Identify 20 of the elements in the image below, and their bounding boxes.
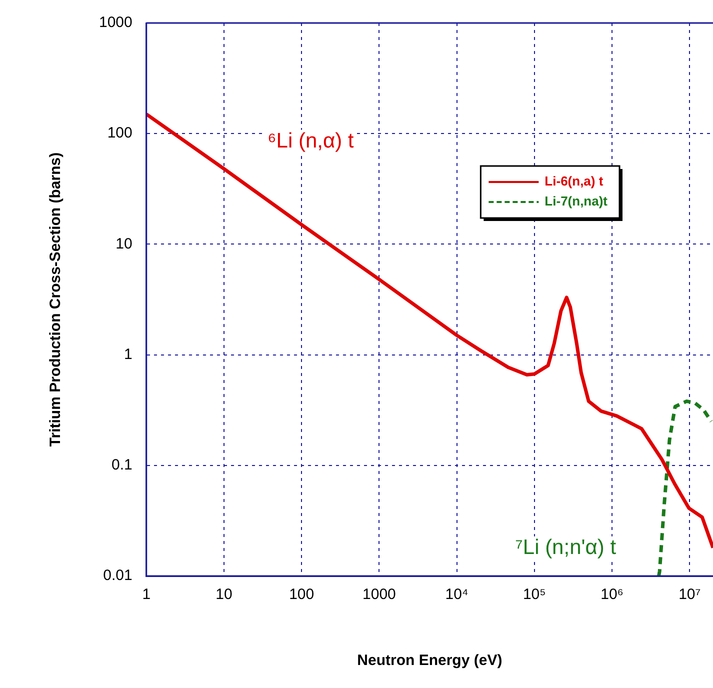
y-tick-label: 100: [107, 124, 132, 142]
x-tick-label: 1000: [362, 586, 396, 604]
legend-label: Li-6(n,a) t: [544, 174, 604, 189]
x-tick-label: 10⁶: [600, 586, 624, 604]
x-tick-label: 1: [142, 586, 151, 604]
x-tick-label: 100: [289, 586, 314, 604]
x-tick-label: 10⁴: [445, 586, 468, 604]
y-tick-label: 1: [124, 346, 132, 363]
x-tick-label: 10⁵: [522, 586, 546, 604]
y-tick-label: 10: [116, 235, 132, 252]
y-tick-label: 1000: [98, 14, 132, 32]
x-tick-label: 10⁷: [678, 586, 701, 604]
y-tick-label: 0.1: [112, 456, 132, 474]
x-axis-title: Neutron Energy (eV): [357, 652, 502, 670]
legend-label: Li-7(n,na)t: [544, 194, 608, 209]
y-tick-label: 0.01: [103, 567, 132, 584]
x-tick-label: 10: [216, 586, 232, 604]
annotation: ⁶Li (n,α) t: [268, 130, 354, 153]
annotation: ⁷Li (n;n'α) t: [515, 536, 616, 560]
y-axis-title: Tritium Production Cross-Section (barns): [47, 152, 64, 447]
